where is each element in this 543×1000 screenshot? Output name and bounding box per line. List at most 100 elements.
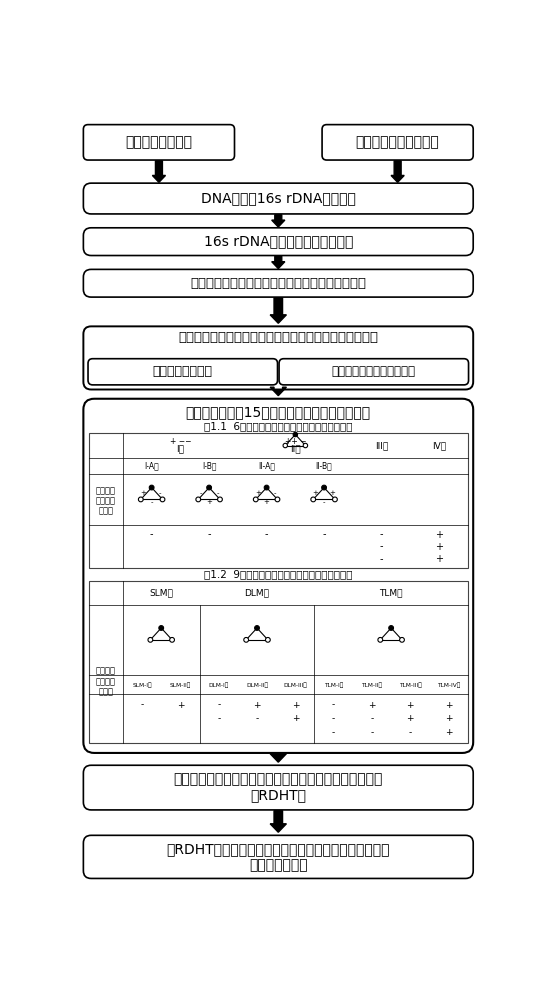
Circle shape xyxy=(332,497,337,502)
Text: -: - xyxy=(141,701,144,710)
Text: TLM-IV型: TLM-IV型 xyxy=(437,682,460,688)
Circle shape xyxy=(321,485,326,490)
Text: TLM-I型: TLM-I型 xyxy=(324,682,343,688)
Text: -: - xyxy=(255,714,258,723)
Circle shape xyxy=(266,637,270,642)
Text: 基于菌群内细菌物种间相互作用关系，构建菌群互作网络: 基于菌群内细菌物种间相互作用关系，构建菌群互作网络 xyxy=(178,331,378,344)
Text: ++ −: ++ − xyxy=(285,437,306,446)
FancyBboxPatch shape xyxy=(279,359,469,385)
Circle shape xyxy=(254,497,258,502)
Text: -: - xyxy=(332,728,335,737)
Text: 获取样本菌群细菌物种组成，及物种对应相对丰度: 获取样本菌群细菌物种组成，及物种对应相对丰度 xyxy=(190,277,367,290)
Text: 计算待测疾病菌群菌群与正常菌群目标标志物的数值比值
（RDHT）: 计算待测疾病菌群菌群与正常菌群目标标志物的数值比值 （RDHT） xyxy=(174,772,383,803)
Bar xyxy=(89,581,468,743)
Circle shape xyxy=(218,497,222,502)
Text: -: - xyxy=(216,490,219,496)
Circle shape xyxy=(244,637,249,642)
Circle shape xyxy=(149,485,154,490)
Text: +: + xyxy=(292,714,299,723)
Text: +: + xyxy=(255,490,261,496)
Text: -: - xyxy=(274,490,276,496)
Text: -: - xyxy=(323,499,325,505)
Text: +: + xyxy=(368,701,376,710)
Text: +: + xyxy=(330,490,336,496)
Text: -: - xyxy=(380,530,383,540)
Text: -: - xyxy=(409,728,412,737)
Text: SLM-II型: SLM-II型 xyxy=(170,682,191,688)
FancyBboxPatch shape xyxy=(322,125,473,160)
FancyBboxPatch shape xyxy=(88,359,277,385)
Text: 待测疾病相关菌群样本: 待测疾病相关菌群样本 xyxy=(356,135,439,149)
Circle shape xyxy=(207,485,212,490)
FancyBboxPatch shape xyxy=(84,326,473,389)
Text: DLM-II型: DLM-II型 xyxy=(246,682,268,688)
Circle shape xyxy=(264,485,269,490)
Text: III型: III型 xyxy=(375,441,388,450)
Text: -: - xyxy=(207,530,211,540)
Text: DNA提取，16s rDNA扩增测序: DNA提取，16s rDNA扩增测序 xyxy=(201,192,356,206)
FancyBboxPatch shape xyxy=(84,125,235,160)
Text: -: - xyxy=(217,701,220,710)
Text: -: - xyxy=(380,542,383,552)
FancyBboxPatch shape xyxy=(84,228,473,256)
Text: SLM型: SLM型 xyxy=(149,588,173,597)
Text: TLM-II型: TLM-II型 xyxy=(362,682,382,688)
Text: -: - xyxy=(370,728,374,737)
Text: SLM-I型: SLM-I型 xyxy=(132,682,152,688)
Circle shape xyxy=(389,626,394,630)
Text: +: + xyxy=(445,728,452,737)
Circle shape xyxy=(196,497,201,502)
FancyBboxPatch shape xyxy=(84,269,473,297)
Circle shape xyxy=(283,443,287,448)
Polygon shape xyxy=(153,161,166,182)
Text: 正常菌群互作网络: 正常菌群互作网络 xyxy=(153,365,213,378)
Text: + −−: + −− xyxy=(169,437,191,446)
Circle shape xyxy=(148,637,153,642)
Text: I-A型: I-A型 xyxy=(144,461,159,470)
Text: 16s rDNA标准生物信息分析流程: 16s rDNA标准生物信息分析流程 xyxy=(204,235,353,249)
Text: II-B型: II-B型 xyxy=(315,461,332,470)
Text: +: + xyxy=(445,714,452,723)
Text: TLM型: TLM型 xyxy=(380,588,403,597)
Text: +: + xyxy=(140,490,146,496)
Text: I-B型: I-B型 xyxy=(202,461,216,470)
Text: -: - xyxy=(323,530,326,540)
Circle shape xyxy=(138,497,143,502)
Text: -: - xyxy=(199,490,202,496)
Text: +: + xyxy=(206,499,212,505)
Text: TLM-III型: TLM-III型 xyxy=(399,682,422,688)
Text: 已知正常菌群样本: 已知正常菌群样本 xyxy=(125,135,192,149)
Text: +: + xyxy=(253,701,261,710)
Text: 表1.1  6种无特殊顶点分支的网络基序的结构信息: 表1.1 6种无特殊顶点分支的网络基序的结构信息 xyxy=(204,421,352,431)
Circle shape xyxy=(169,637,174,642)
Circle shape xyxy=(400,637,405,642)
Text: +: + xyxy=(407,701,414,710)
Circle shape xyxy=(275,497,280,502)
Polygon shape xyxy=(270,298,286,323)
Polygon shape xyxy=(270,387,286,396)
Text: 无特殊顶
点分支三
角基序: 无特殊顶 点分支三 角基序 xyxy=(96,486,116,516)
Bar xyxy=(89,433,468,568)
Text: 检测互作网络中15种目标标志物（如下表所示）: 检测互作网络中15种目标标志物（如下表所示） xyxy=(186,406,371,420)
FancyBboxPatch shape xyxy=(84,765,473,810)
Text: IV型: IV型 xyxy=(432,441,446,450)
Text: +: + xyxy=(445,701,452,710)
Text: +: + xyxy=(435,542,443,552)
Text: -: - xyxy=(265,530,268,540)
FancyBboxPatch shape xyxy=(84,183,473,214)
Text: 以RDHT作为筛检标准对待测菌群的异常情况进行判断，
并输出判断结果: 以RDHT作为筛检标准对待测菌群的异常情况进行判断， 并输出判断结果 xyxy=(167,842,390,872)
Text: I型: I型 xyxy=(176,444,185,453)
Text: II型: II型 xyxy=(290,444,301,453)
Text: 待测疾病相关菌群互作网络: 待测疾病相关菌群互作网络 xyxy=(332,365,416,378)
Circle shape xyxy=(160,497,165,502)
Text: -: - xyxy=(150,499,153,505)
Text: 表1.2  9种有特殊顶点分支的网络基序的结构信息: 表1.2 9种有特殊顶点分支的网络基序的结构信息 xyxy=(204,569,352,579)
Text: +: + xyxy=(176,701,184,710)
Circle shape xyxy=(159,626,163,630)
Text: -: - xyxy=(380,554,383,564)
Text: II-A型: II-A型 xyxy=(258,461,275,470)
FancyBboxPatch shape xyxy=(84,399,473,753)
Circle shape xyxy=(303,443,308,448)
Polygon shape xyxy=(270,754,286,762)
Text: -: - xyxy=(159,490,161,496)
